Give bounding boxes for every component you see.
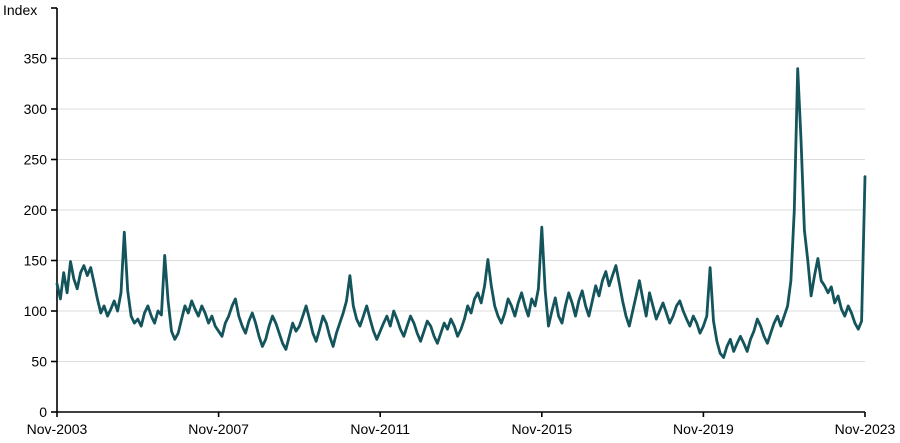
x-tick-label: Nov-2011 — [350, 421, 410, 437]
y-tick-label: 0 — [39, 404, 47, 420]
y-tick-label: 200 — [24, 202, 48, 218]
x-tick-label: Nov-2015 — [511, 421, 572, 437]
y-tick-label: 250 — [24, 152, 48, 168]
y-axis-title: Index — [3, 2, 38, 18]
index-series-line — [55, 67, 867, 359]
x-tick-label: Nov-2019 — [673, 421, 734, 437]
x-tick-label: Nov-2003 — [27, 421, 88, 437]
y-tick-label: 100 — [24, 303, 48, 319]
x-tick-label: Nov-2023 — [835, 421, 896, 437]
y-tick-label: 150 — [24, 253, 48, 269]
y-tick-label: 50 — [31, 354, 47, 370]
x-tick-label: Nov-2007 — [188, 421, 249, 437]
y-tick-label: 350 — [24, 51, 48, 67]
y-tick-label: 300 — [24, 101, 48, 117]
